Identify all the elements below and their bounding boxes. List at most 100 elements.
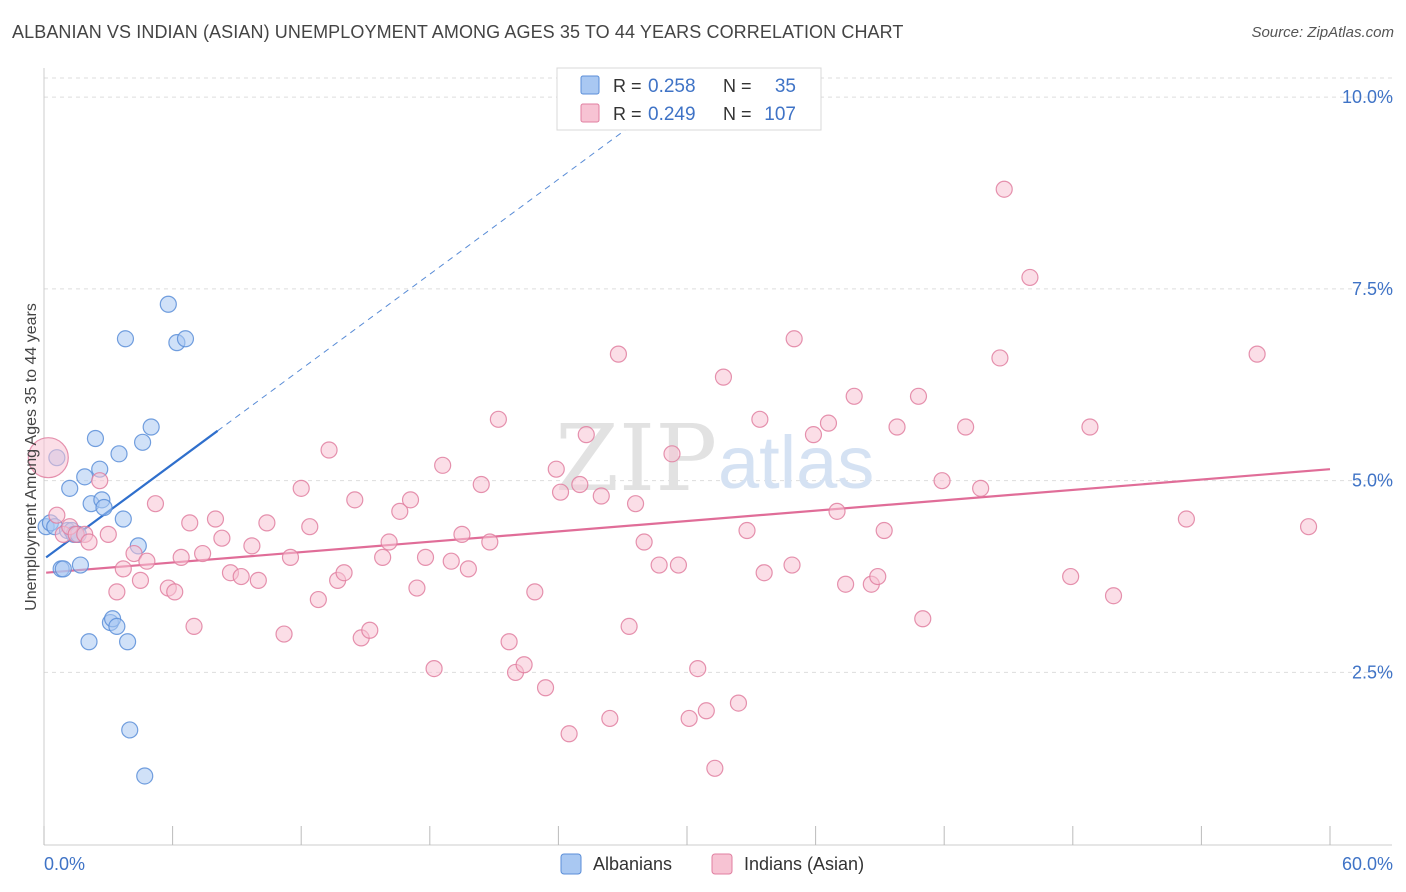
pink-point (680, 709, 698, 728)
watermark-zip: ZIP (555, 405, 717, 512)
legend-r-value: 0.249 (648, 104, 696, 125)
pink-point (526, 583, 544, 601)
pink-point (669, 556, 688, 574)
legend-r-value: 0.258 (648, 76, 696, 97)
pink-point (1021, 268, 1039, 287)
blue-point (61, 479, 79, 497)
chart-title: ALBANIAN VS INDIAN (ASIAN) UNEMPLOYMENT … (12, 22, 904, 42)
pink-point (416, 548, 435, 566)
blue-point (121, 721, 139, 739)
pink-point (108, 583, 126, 601)
y-axis-label: Unemployment Among Ages 35 to 44 years (23, 303, 40, 611)
watermark-atlas: atlas (718, 421, 874, 504)
pink-point (213, 529, 231, 547)
pink-point (933, 472, 951, 490)
pink-point (592, 487, 610, 505)
legend-r-label: R = (613, 76, 642, 96)
blue-point (108, 617, 126, 636)
pink-point (706, 759, 724, 777)
source-credit: Source: ZipAtlas.com (1251, 24, 1394, 41)
pink-point (547, 460, 565, 478)
pink-point (243, 537, 261, 555)
blue-point (114, 510, 132, 528)
pink-point (991, 349, 1009, 367)
blue-point (80, 633, 98, 651)
pink-point (453, 525, 471, 543)
y-tick-label: 10.0% (1342, 87, 1393, 107)
pink-point (114, 560, 132, 578)
pink-point (869, 567, 887, 586)
series-legend: Albanians Indians (Asian) (560, 853, 864, 875)
series-legend-swatch-blue (560, 853, 582, 875)
pink-point (729, 694, 748, 712)
pink-point (459, 560, 477, 578)
pink-point (755, 564, 773, 582)
data-points (27, 180, 1318, 785)
pink-point (785, 330, 803, 348)
pink-point (888, 418, 906, 436)
pink-point (185, 617, 203, 636)
blue-point (159, 295, 177, 313)
pink-point (714, 368, 733, 386)
pink-point (346, 491, 364, 509)
legend-box (556, 67, 822, 131)
pink-point (258, 514, 276, 532)
pink-point (27, 437, 69, 479)
pink-point (194, 544, 212, 563)
pink-point (1062, 567, 1080, 586)
pink-point (1299, 518, 1318, 536)
pink-point (738, 521, 756, 540)
pink-point (577, 426, 595, 444)
pink-point (875, 521, 893, 540)
blue-point (86, 429, 105, 448)
pink-point (232, 567, 250, 586)
pink-point (601, 709, 619, 728)
pink-point (301, 518, 319, 536)
blue-point (176, 330, 195, 348)
pink-point (172, 548, 190, 566)
pink-point (571, 475, 589, 494)
pink-point (281, 548, 300, 566)
legend-swatch-blue (580, 75, 600, 95)
pink-point (91, 472, 109, 490)
pink-point (837, 575, 855, 593)
pink-point (609, 345, 628, 363)
series-legend-swatch-pink (711, 853, 733, 875)
pink-point (1081, 418, 1099, 436)
pink-point (551, 483, 570, 501)
pink-point (1104, 587, 1123, 605)
y-tick-label: 7.5% (1352, 279, 1393, 299)
pink-point (374, 548, 392, 566)
pink-point (560, 725, 578, 743)
pink-point (1177, 510, 1195, 528)
pink-point (391, 502, 409, 520)
pink-point (751, 410, 769, 428)
pink-point (481, 533, 499, 551)
pink-point (401, 491, 420, 509)
pink-point (697, 702, 715, 720)
pink-point (635, 533, 653, 551)
pink-point (650, 556, 668, 574)
blue-point (110, 445, 128, 463)
pink-point (626, 495, 645, 513)
legend-n-label: N = (723, 76, 752, 96)
pink-point (689, 659, 707, 678)
y-tick-label: 5.0% (1352, 471, 1393, 491)
pink-point (515, 656, 533, 674)
x-tick-label: 0.0% (44, 854, 85, 874)
legend-swatch-pink (580, 103, 600, 123)
blue-trend-extension (217, 123, 634, 432)
blue-point (95, 498, 113, 517)
watermark: ZIP atlas (555, 405, 874, 512)
pink-point (80, 533, 98, 551)
pink-trend-line (46, 468, 1331, 574)
pink-point (166, 583, 184, 601)
pink-point (804, 426, 823, 444)
legend-r-label: R = (613, 104, 642, 124)
pink-point (138, 552, 156, 570)
pink-point (783, 556, 801, 574)
pink-point (361, 621, 379, 639)
pink-point (131, 571, 150, 589)
pink-point (206, 510, 225, 528)
